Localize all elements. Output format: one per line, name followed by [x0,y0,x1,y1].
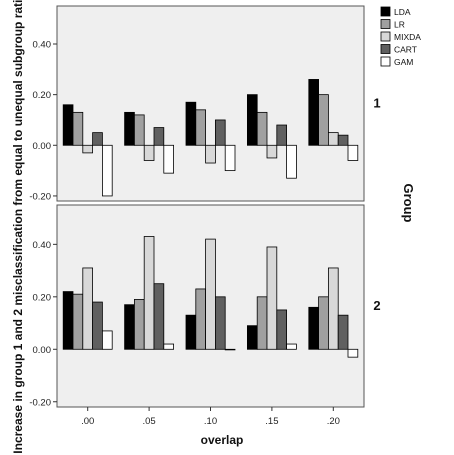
bar-cart-p00 [92,301,103,350]
legend-label-cart: CART [394,45,417,55]
bar-lr-p20 [318,296,329,350]
x-tick-label: .20 [327,416,340,427]
bar-lr-p15 [256,111,268,146]
y-tick-label: -0.20 [29,397,51,408]
bar-lr-p05 [133,114,145,146]
y-axis-title: Increase in group 1 and 2 misclassificat… [11,0,25,454]
legend: LDA LR MIXDA CART GAM [380,6,421,67]
facet-label-1: 1 [373,96,380,111]
y-tick-label: 0.40 [33,240,52,251]
bar-gam-p10 [224,144,236,172]
bar-gam-p20 [347,348,359,358]
y-tick-label: 0.40 [33,39,52,50]
bar-lr-p10 [195,288,207,350]
bar-lda-p15 [246,325,258,350]
legend-label-mixda: MIXDA [394,32,421,42]
y-tick-label: -0.20 [29,191,51,202]
bar-lr-p10 [195,109,207,146]
bar-mixda-p00 [82,144,94,154]
bar-mixda-p15 [266,246,278,350]
facet-axis-title: Group [401,184,416,223]
bar-cart-p15 [276,124,287,146]
bar-lda-p10 [185,101,197,146]
bar-lda-p20 [308,79,319,146]
x-tick-label: .05 [142,416,155,427]
legend-label-gam: GAM [394,57,413,67]
bar-gam-p05 [163,144,175,174]
facet-panel-1: 0.40 0.20 0.00 -0.20 1 [29,5,381,202]
bar-lr-p05 [133,299,145,350]
y-tick-label: 0.20 [33,90,52,101]
legend-swatch-mixda [380,31,391,42]
bar-gam-p00 [102,330,113,350]
bar-lda-p05 [124,111,135,146]
bar-gam-p20 [347,144,359,161]
bar-cart-p00 [92,132,103,146]
bar-cart-p10 [214,119,226,146]
y-tick-label: 0.00 [33,141,52,152]
legend-swatch-lr [380,19,391,29]
bar-cart-p05 [153,283,165,350]
bar-mixda-p10 [205,238,216,350]
bar-mixda-p05 [143,144,155,161]
y-tick-label: 0.20 [33,292,52,303]
x-tick-label: .10 [204,416,217,427]
facet-panels: 0.40 0.20 0.00 -0.20 1 0.40 0.20 0.00 -0.20 2 .00.… [29,5,381,427]
bar-mixda-p20 [327,267,339,350]
bar-lr-p15 [256,296,268,350]
bar-gam-p00 [102,144,113,197]
facet-label-2: 2 [373,298,380,313]
bar-lr-p00 [72,293,84,350]
bar-lda-p10 [185,314,197,350]
bar-cart-p20 [337,134,349,146]
bar-mixda-p20 [327,132,339,146]
legend-label-lda: LDA [394,7,411,17]
x-tick-label: .15 [265,416,278,427]
bar-lda-p15 [246,94,258,146]
legend-swatch-lda [380,6,391,17]
bar-gam-p05 [163,343,175,350]
bar-lda-p05 [124,304,135,350]
legend-label-lr: LR [394,20,405,30]
x-axis-title: overlap [201,433,244,447]
bar-mixda-p05 [143,236,155,350]
bar-mixda-p15 [266,144,278,159]
bar-lda-p00 [62,291,74,350]
legend-swatch-cart [380,44,391,54]
y-tick-label: 0.00 [33,345,52,356]
facet-panel-2: 0.40 0.20 0.00 -0.20 2 [29,204,381,408]
bar-lr-p00 [72,111,84,146]
x-tick-label: .00 [81,416,94,427]
bar-lr-p20 [318,94,329,146]
bar-lda-p20 [308,306,319,350]
bar-cart-p10 [214,296,226,350]
bar-mixda-p10 [205,144,216,164]
bar-cart-p20 [337,314,349,350]
legend-swatch-gam [380,56,391,67]
x-axis: .00 .05 .10 .15 .20 [81,407,340,427]
bar-cart-p15 [276,309,287,350]
bar-gam-p15 [286,343,297,350]
bar-mixda-p00 [82,267,94,350]
bar-gam-p15 [286,144,297,179]
bar-gam-p10 [224,348,236,351]
bar-cart-p05 [153,127,165,146]
bar-lda-p00 [62,104,74,146]
